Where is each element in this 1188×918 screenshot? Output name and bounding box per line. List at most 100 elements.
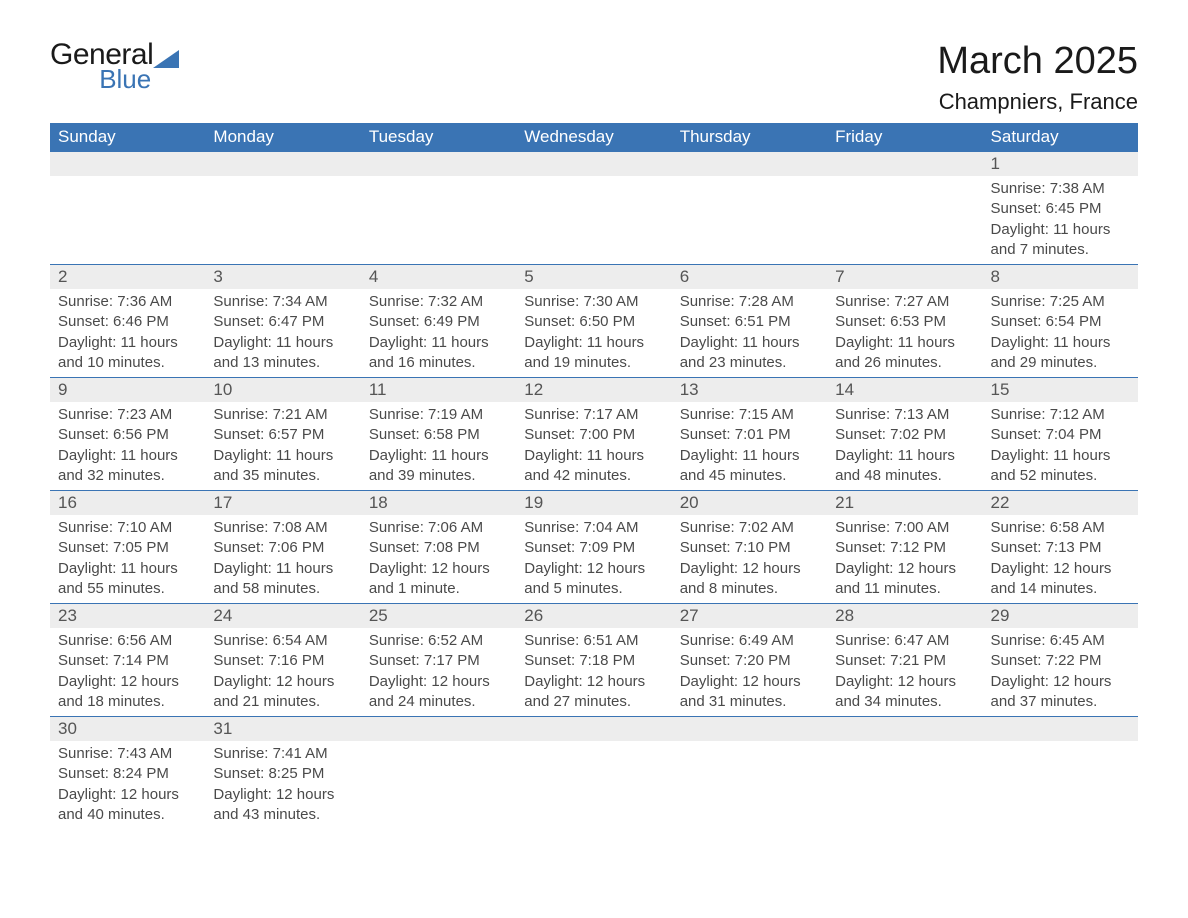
sunset-line-value: 6:53 PM xyxy=(890,313,946,330)
day-number: 25 xyxy=(361,604,516,628)
daylight-line-label: Daylight: xyxy=(680,447,738,464)
daylight-line-label: Daylight: xyxy=(991,447,1049,464)
sunset-line: Sunset: 7:20 PM xyxy=(680,651,819,671)
daylight-line-label: Daylight: xyxy=(835,447,893,464)
day-number: 6 xyxy=(672,265,827,289)
day-body: Sunrise: 7:23 AMSunset: 6:56 PMDaylight:… xyxy=(50,402,205,490)
sunrise-line: Sunrise: 7:21 AM xyxy=(213,405,352,425)
day-number-empty xyxy=(516,717,671,741)
daylight-line-label: Daylight: xyxy=(213,786,271,803)
sunset-line: Sunset: 7:17 PM xyxy=(369,651,508,671)
sunrise-line-label: Sunrise: xyxy=(680,519,735,536)
calendar-cell: 12Sunrise: 7:17 AMSunset: 7:00 PMDayligh… xyxy=(516,378,671,491)
daylight-line-label: Daylight: xyxy=(369,560,427,577)
title-block: March 2025 Champniers, France xyxy=(937,40,1138,115)
sunrise-line-value: 6:51 AM xyxy=(583,632,638,649)
day-number-empty xyxy=(983,717,1138,741)
day-body: Sunrise: 7:04 AMSunset: 7:09 PMDaylight:… xyxy=(516,515,671,603)
sunrise-line: Sunrise: 7:27 AM xyxy=(835,292,974,312)
sunset-line-value: 6:49 PM xyxy=(424,313,480,330)
sunset-line-value: 8:24 PM xyxy=(113,765,169,782)
daylight-line-label: Daylight: xyxy=(524,447,582,464)
sunrise-line-label: Sunrise: xyxy=(58,293,113,310)
daylight-line-label: Daylight: xyxy=(680,560,738,577)
sunset-line-label: Sunset: xyxy=(369,652,420,669)
sunset-line: Sunset: 8:25 PM xyxy=(213,764,352,784)
day-number: 5 xyxy=(516,265,671,289)
sunset-line-label: Sunset: xyxy=(213,765,264,782)
day-number-empty xyxy=(361,717,516,741)
sunrise-line-value: 6:56 AM xyxy=(117,632,172,649)
calendar-cell xyxy=(50,152,205,265)
day-number: 30 xyxy=(50,717,205,741)
sunrise-line-value: 6:52 AM xyxy=(428,632,483,649)
daylight-line-label: Daylight: xyxy=(835,334,893,351)
daylight-line: Daylight: 12 hours and 14 minutes. xyxy=(991,559,1130,600)
sunset-line: Sunset: 7:18 PM xyxy=(524,651,663,671)
daylight-line-label: Daylight: xyxy=(213,560,271,577)
day-body: Sunrise: 7:00 AMSunset: 7:12 PMDaylight:… xyxy=(827,515,982,603)
calendar-cell: 4Sunrise: 7:32 AMSunset: 6:49 PMDaylight… xyxy=(361,265,516,378)
weekday-header: Thursday xyxy=(672,123,827,152)
sunrise-line: Sunrise: 6:47 AM xyxy=(835,631,974,651)
sunset-line-value: 6:47 PM xyxy=(268,313,324,330)
day-number: 20 xyxy=(672,491,827,515)
sunrise-line-value: 7:13 AM xyxy=(894,406,949,423)
day-body: Sunrise: 7:06 AMSunset: 7:08 PMDaylight:… xyxy=(361,515,516,603)
sunrise-line-value: 6:54 AM xyxy=(273,632,328,649)
sunrise-line-label: Sunrise: xyxy=(369,406,424,423)
sunrise-line-value: 7:19 AM xyxy=(428,406,483,423)
calendar-cell: 27Sunrise: 6:49 AMSunset: 7:20 PMDayligh… xyxy=(672,604,827,717)
day-number: 27 xyxy=(672,604,827,628)
calendar-row: 1Sunrise: 7:38 AMSunset: 6:45 PMDaylight… xyxy=(50,152,1138,265)
calendar-row: 2Sunrise: 7:36 AMSunset: 6:46 PMDaylight… xyxy=(50,265,1138,378)
daylight-line-label: Daylight: xyxy=(369,447,427,464)
day-number: 22 xyxy=(983,491,1138,515)
daylight-line: Daylight: 12 hours and 18 minutes. xyxy=(58,672,197,713)
day-body: Sunrise: 6:49 AMSunset: 7:20 PMDaylight:… xyxy=(672,628,827,716)
sunset-line: Sunset: 6:51 PM xyxy=(680,312,819,332)
sunrise-line: Sunrise: 7:25 AM xyxy=(991,292,1130,312)
daylight-line: Daylight: 12 hours and 5 minutes. xyxy=(524,559,663,600)
calendar-cell xyxy=(983,717,1138,830)
sunrise-line: Sunrise: 6:58 AM xyxy=(991,518,1130,538)
day-body: Sunrise: 6:52 AMSunset: 7:17 PMDaylight:… xyxy=(361,628,516,716)
daylight-line-label: Daylight: xyxy=(58,673,116,690)
daylight-line: Daylight: 12 hours and 37 minutes. xyxy=(991,672,1130,713)
calendar-row: 23Sunrise: 6:56 AMSunset: 7:14 PMDayligh… xyxy=(50,604,1138,717)
calendar-cell xyxy=(516,152,671,265)
sunset-line-label: Sunset: xyxy=(58,765,109,782)
day-number: 2 xyxy=(50,265,205,289)
sunset-line-label: Sunset: xyxy=(680,313,731,330)
day-number: 17 xyxy=(205,491,360,515)
daylight-line: Daylight: 11 hours and 42 minutes. xyxy=(524,446,663,487)
daylight-line: Daylight: 11 hours and 7 minutes. xyxy=(991,220,1130,261)
sunrise-line-value: 7:36 AM xyxy=(117,293,172,310)
day-number: 26 xyxy=(516,604,671,628)
day-body: Sunrise: 7:30 AMSunset: 6:50 PMDaylight:… xyxy=(516,289,671,377)
day-body: Sunrise: 6:45 AMSunset: 7:22 PMDaylight:… xyxy=(983,628,1138,716)
sunset-line: Sunset: 7:08 PM xyxy=(369,538,508,558)
sunrise-line-value: 7:12 AM xyxy=(1050,406,1105,423)
sunrise-line: Sunrise: 7:12 AM xyxy=(991,405,1130,425)
sunset-line-label: Sunset: xyxy=(991,539,1042,556)
sunset-line-label: Sunset: xyxy=(58,426,109,443)
calendar-cell: 6Sunrise: 7:28 AMSunset: 6:51 PMDaylight… xyxy=(672,265,827,378)
sunset-line: Sunset: 7:09 PM xyxy=(524,538,663,558)
logo: General Blue xyxy=(50,40,179,92)
sunrise-line-value: 7:21 AM xyxy=(273,406,328,423)
sunrise-line-value: 7:15 AM xyxy=(739,406,794,423)
sunrise-line-value: 7:38 AM xyxy=(1050,180,1105,197)
day-number-empty xyxy=(827,152,982,176)
daylight-line: Daylight: 12 hours and 11 minutes. xyxy=(835,559,974,600)
sunrise-line-label: Sunrise: xyxy=(213,632,268,649)
month-title: March 2025 xyxy=(937,40,1138,83)
day-number: 24 xyxy=(205,604,360,628)
calendar-cell: 14Sunrise: 7:13 AMSunset: 7:02 PMDayligh… xyxy=(827,378,982,491)
day-number: 1 xyxy=(983,152,1138,176)
sunrise-line-label: Sunrise: xyxy=(991,519,1046,536)
daylight-line: Daylight: 12 hours and 21 minutes. xyxy=(213,672,352,713)
sunset-line: Sunset: 7:13 PM xyxy=(991,538,1130,558)
sunrise-line: Sunrise: 7:28 AM xyxy=(680,292,819,312)
daylight-line: Daylight: 11 hours and 10 minutes. xyxy=(58,333,197,374)
